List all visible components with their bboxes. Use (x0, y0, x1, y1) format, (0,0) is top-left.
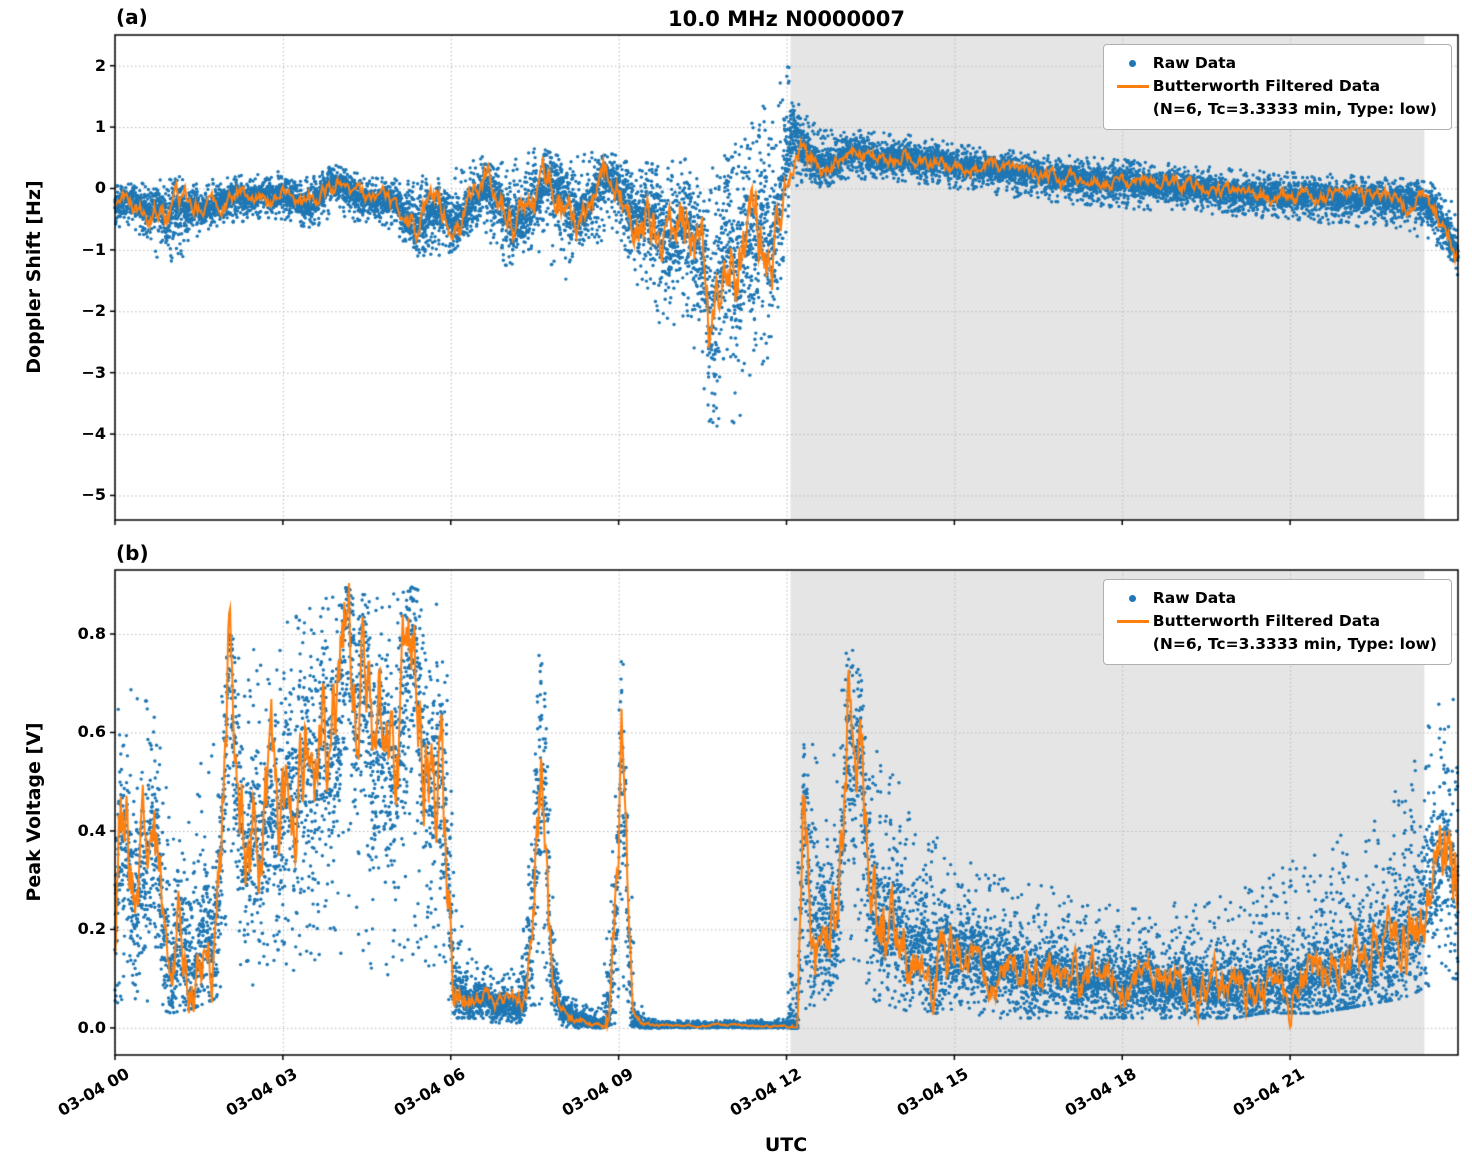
panel-b-label: (b) (116, 541, 149, 565)
raw-data-marker-icon (1113, 52, 1153, 75)
legend-filtered-line2: (N=6, Tc=3.3333 min, Type: low) (1152, 635, 1437, 653)
legend-raw-label: Raw Data (1152, 589, 1237, 607)
legend-row-raw: Raw Data (1113, 587, 1437, 610)
peak-voltage-axis-label: Peak Voltage [V] (23, 722, 45, 902)
legend-row-filtered: Butterworth Filtered Data (N=6, Tc=3.333… (1113, 610, 1437, 656)
orange-line-icon (1116, 620, 1149, 623)
utc-axis-label: UTC (764, 1134, 808, 1156)
legend-row-filtered: Butterworth Filtered Data (N=6, Tc=3.333… (1113, 75, 1437, 121)
legend-filtered-label: Butterworth Filtered Data (N=6, Tc=3.333… (1153, 610, 1437, 656)
legend-filtered-line1: Butterworth Filtered Data (1152, 612, 1381, 630)
legend-filtered-line2: (N=6, Tc=3.3333 min, Type: low) (1152, 100, 1437, 118)
legend-row-raw: Raw Data (1113, 52, 1437, 75)
legend-filtered-line1: Butterworth Filtered Data (1152, 77, 1381, 95)
panel-a-label: (a) (116, 5, 148, 29)
raw-data-marker-icon (1113, 587, 1153, 610)
filtered-data-marker-icon (1113, 610, 1153, 633)
orange-line-icon (1116, 85, 1149, 88)
legend-filtered-label: Butterworth Filtered Data (N=6, Tc=3.333… (1153, 75, 1437, 121)
legend-panel-b: Raw Data Butterworth Filtered Data (N=6,… (1102, 579, 1452, 665)
figure-title: 10.0 MHz N0000007 (668, 7, 905, 31)
filtered-data-marker-icon (1113, 75, 1153, 98)
legend-raw-label: Raw Data (1152, 54, 1237, 72)
doppler-shift-axis-label: Doppler Shift [Hz] (23, 180, 45, 374)
blue-dot-icon (1129, 60, 1137, 67)
blue-dot-icon (1129, 595, 1137, 602)
legend-panel-a: Raw Data Butterworth Filtered Data (N=6,… (1102, 44, 1452, 130)
